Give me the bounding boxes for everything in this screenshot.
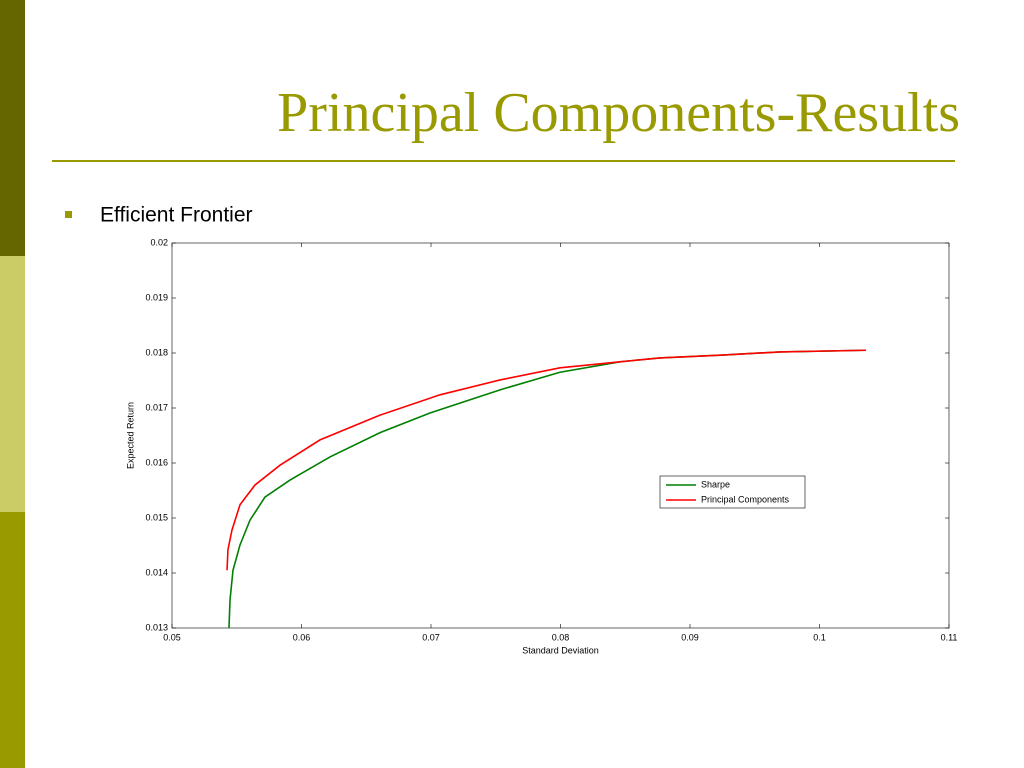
side-stripe	[0, 0, 25, 256]
y-axis-label: Expected Return	[125, 402, 135, 469]
y-tick-label: 0.014	[145, 567, 168, 577]
line-series	[226, 349, 867, 571]
y-tick-label: 0.016	[145, 457, 168, 467]
x-tick-label: 0.07	[422, 632, 440, 642]
x-tick-label: 0.08	[552, 632, 570, 642]
plot-frame	[171, 242, 950, 629]
y-tick-label: 0.019	[145, 292, 168, 302]
side-stripe	[0, 256, 25, 512]
y-tick-label: 0.015	[145, 512, 168, 522]
x-tick-label: 0.09	[681, 632, 699, 642]
y-tick-label: 0.018	[145, 347, 168, 357]
legend-label: Principal Components	[701, 494, 790, 504]
x-tick-label: 0.1	[813, 632, 826, 642]
legend-label: Sharpe	[701, 479, 730, 489]
legend-box	[659, 475, 806, 509]
y-tick-label: 0.013	[145, 622, 168, 632]
side-stripe	[0, 512, 25, 768]
y-tick-label: 0.017	[145, 402, 168, 412]
y-tick-label: 0.02	[150, 237, 168, 247]
slide-title: Principal Components-Results	[277, 82, 960, 144]
x-tick-label: 0.11	[941, 632, 958, 642]
bullet-marker	[65, 211, 72, 218]
x-tick-label: 0.05	[163, 632, 181, 642]
bullet-text: Efficient Frontier	[100, 204, 253, 227]
x-tick-label: 0.06	[293, 632, 311, 642]
x-axis-label: Standard Deviation	[522, 645, 599, 655]
